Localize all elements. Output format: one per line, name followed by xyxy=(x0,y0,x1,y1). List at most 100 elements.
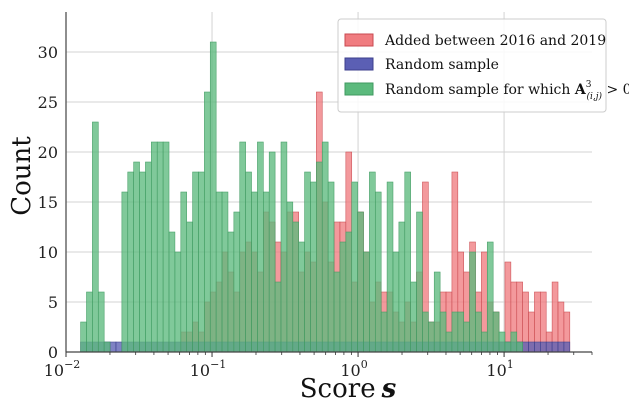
bar xyxy=(156,141,164,353)
bar xyxy=(251,191,258,353)
bar xyxy=(316,161,323,353)
bar xyxy=(186,221,193,353)
bar xyxy=(545,341,553,353)
legend-entry-random-a3: Random sample for which A3 (i,j) > 0 xyxy=(344,80,629,102)
x-tick-labels: 10−2 10−1 100 101 xyxy=(44,352,593,380)
bar xyxy=(304,171,311,353)
bar xyxy=(233,211,241,353)
bar xyxy=(204,91,211,353)
bar xyxy=(198,171,205,353)
bar xyxy=(345,231,353,353)
bar xyxy=(221,191,229,353)
bar xyxy=(522,341,529,353)
bar xyxy=(257,141,264,353)
bar xyxy=(245,171,252,353)
legend-label-random: Random sample xyxy=(385,57,499,73)
x-axis-label: Score s xyxy=(300,374,397,404)
bar xyxy=(174,251,182,353)
bar xyxy=(433,271,441,353)
bar xyxy=(180,191,187,353)
bar xyxy=(127,171,134,353)
bar xyxy=(351,181,358,353)
y-tick-label: 15 xyxy=(38,193,58,212)
bar xyxy=(475,311,482,353)
bar xyxy=(551,341,559,353)
histogram-bars xyxy=(80,41,571,353)
bar xyxy=(516,341,523,353)
x-tick-label: 10−1 xyxy=(190,358,227,380)
bar xyxy=(162,141,170,353)
bar xyxy=(451,311,459,353)
bar xyxy=(215,191,223,353)
y-tick-label: 0 xyxy=(48,343,58,362)
legend-label-added: Added between 2016 and 2019 xyxy=(384,33,606,49)
bar xyxy=(392,251,400,353)
bar xyxy=(416,211,423,353)
bar xyxy=(97,291,105,353)
y-tick-label: 30 xyxy=(38,43,58,62)
bar xyxy=(327,181,335,353)
bar xyxy=(457,311,465,353)
x-tick-label: 100 xyxy=(340,358,367,380)
bar xyxy=(374,191,382,353)
series-2 xyxy=(80,41,523,353)
legend-entry-random: Random sample xyxy=(344,57,499,73)
bar xyxy=(151,141,158,353)
bar xyxy=(510,331,518,353)
bar xyxy=(86,291,93,353)
bar xyxy=(481,331,488,353)
bar xyxy=(168,231,176,353)
bar xyxy=(357,211,364,353)
bar xyxy=(321,141,329,353)
bar xyxy=(103,341,111,353)
bar xyxy=(286,201,294,353)
legend: Added between 2016 and 2019 Random sampl… xyxy=(337,18,629,113)
bar xyxy=(369,171,376,353)
bar xyxy=(121,191,129,353)
bar xyxy=(504,261,512,353)
bar xyxy=(516,281,523,353)
legend-frame xyxy=(337,18,607,113)
bar xyxy=(428,321,435,353)
legend-swatch-added xyxy=(344,33,374,47)
bar xyxy=(339,241,347,353)
bar xyxy=(534,341,541,353)
y-tick-label: 20 xyxy=(38,143,58,162)
legend-label-random-a3: Random sample for which A3 (i,j) > 0 xyxy=(385,80,629,102)
bar xyxy=(274,281,282,353)
bar xyxy=(386,181,394,353)
y-tick-label: 10 xyxy=(38,243,58,262)
bar xyxy=(268,151,276,353)
bar xyxy=(445,331,453,353)
bar xyxy=(422,311,429,353)
bar xyxy=(298,241,305,353)
bar xyxy=(109,341,117,353)
y-tick-label: 25 xyxy=(38,93,58,112)
bar xyxy=(563,341,571,353)
bar xyxy=(439,311,447,353)
bar xyxy=(139,171,146,353)
bar xyxy=(398,221,406,353)
bar xyxy=(192,171,199,353)
y-tick-labels: 0 5 10 15 20 25 30 xyxy=(38,43,58,362)
bar xyxy=(292,221,299,353)
bar xyxy=(463,321,470,353)
legend-swatch-random xyxy=(344,57,374,71)
y-axis-label: Count xyxy=(7,136,37,216)
bar xyxy=(310,181,317,353)
bar xyxy=(469,251,476,353)
bar xyxy=(280,141,288,353)
legend-entry-added: Added between 2016 and 2019 xyxy=(344,33,606,49)
bar xyxy=(498,331,506,353)
bar xyxy=(209,41,217,353)
bar xyxy=(227,231,235,353)
x-tick-label: 10−2 xyxy=(44,358,81,380)
bar xyxy=(528,341,535,353)
legend-swatch-random-a3 xyxy=(344,82,374,96)
y-tick-label: 5 xyxy=(48,293,58,312)
bar xyxy=(80,321,87,353)
bar xyxy=(333,271,341,353)
bar xyxy=(540,341,547,353)
bar xyxy=(551,281,559,353)
